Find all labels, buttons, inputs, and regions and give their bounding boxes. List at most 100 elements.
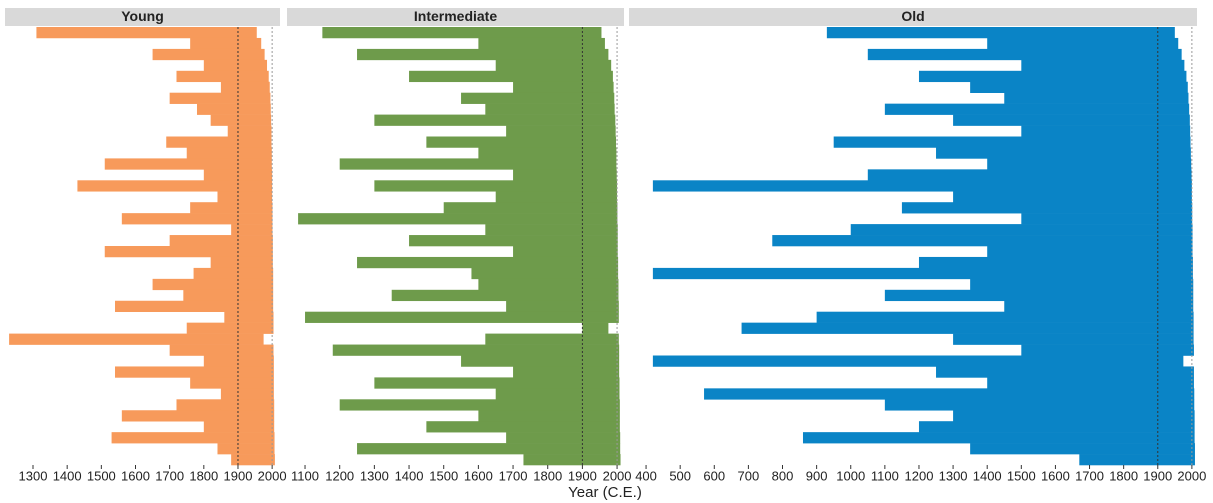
range-bar xyxy=(884,289,1194,302)
range-bar xyxy=(152,278,274,291)
range-bar xyxy=(104,158,272,170)
range-bar xyxy=(217,443,275,455)
range-bar xyxy=(826,27,1175,39)
x-tick-label: 800 xyxy=(772,468,794,483)
range-bar xyxy=(936,147,1191,159)
range-bar xyxy=(987,158,1192,170)
range-bar xyxy=(506,300,619,312)
range-bar xyxy=(513,81,614,93)
range-bar xyxy=(183,289,274,302)
range-bar xyxy=(1004,300,1194,312)
range-bar xyxy=(495,191,618,203)
x-tick-label: 1300 xyxy=(939,468,968,483)
range-bar xyxy=(203,421,275,433)
x-tick-label: 1300 xyxy=(360,468,389,483)
range-bar xyxy=(936,366,1194,378)
x-tick-label: 2000 xyxy=(258,468,287,483)
range-bar xyxy=(169,92,271,104)
range-bar xyxy=(357,48,609,61)
range-bar xyxy=(478,147,617,159)
range-bar xyxy=(523,454,621,466)
range-bar xyxy=(186,322,274,334)
range-bar xyxy=(190,377,274,389)
range-bar xyxy=(190,37,262,50)
range-bar xyxy=(970,443,1195,455)
range-bar xyxy=(1021,125,1191,137)
x-tick-label: 2000 xyxy=(1177,468,1206,483)
range-bar xyxy=(850,224,1193,236)
range-bar xyxy=(357,443,621,455)
range-bar xyxy=(1004,92,1189,104)
range-bar xyxy=(9,333,264,345)
range-bar xyxy=(772,235,1193,247)
range-bar xyxy=(217,191,273,203)
x-tick-label: 1400 xyxy=(53,468,82,483)
range-bar xyxy=(987,377,1194,389)
range-bar xyxy=(884,103,1190,115)
range-bar xyxy=(409,235,618,247)
x-tick-label: 700 xyxy=(738,468,760,483)
range-bar xyxy=(987,37,1179,50)
x-tick-label: 1700 xyxy=(1075,468,1104,483)
x-tick-label: 1700 xyxy=(155,468,184,483)
range-bar xyxy=(478,410,620,422)
range-bar xyxy=(652,267,1193,280)
range-bar xyxy=(652,180,1192,192)
range-bar xyxy=(485,224,618,236)
range-bar xyxy=(1079,454,1195,466)
range-bar xyxy=(953,191,1192,203)
range-bar xyxy=(104,246,273,258)
range-bar xyxy=(802,432,1195,444)
range-bar xyxy=(867,169,1192,181)
range-bar xyxy=(1021,213,1193,225)
range-bar xyxy=(495,59,612,72)
range-bar xyxy=(485,333,619,345)
range-bar xyxy=(203,59,268,72)
range-bar xyxy=(224,311,274,323)
range-bar xyxy=(704,388,1195,400)
range-bar xyxy=(953,410,1195,422)
range-bar xyxy=(166,136,272,148)
x-tick-label: 1600 xyxy=(464,468,493,483)
range-bar xyxy=(918,70,1187,83)
x-tick-label: 900 xyxy=(806,468,828,483)
x-tick-label: 1400 xyxy=(395,468,424,483)
range-bar xyxy=(203,355,274,367)
range-bar xyxy=(111,432,275,444)
range-bar xyxy=(332,344,620,356)
range-bar xyxy=(513,366,620,378)
range-bar xyxy=(867,48,1182,61)
range-bar xyxy=(322,27,602,39)
range-bar xyxy=(485,103,615,115)
x-tick-label: 1700 xyxy=(499,468,528,483)
strip-background xyxy=(629,8,1197,26)
x-tick-label: 1100 xyxy=(291,468,319,483)
range-bar xyxy=(987,246,1193,258)
range-bar xyxy=(339,399,620,411)
strip-background xyxy=(287,8,624,26)
range-bar xyxy=(210,256,273,269)
x-tick-label: 1600 xyxy=(121,468,150,483)
range-bar xyxy=(953,333,1194,345)
range-bar xyxy=(169,235,273,247)
range-bar xyxy=(36,27,257,39)
range-bar xyxy=(1021,59,1185,72)
range-bar xyxy=(741,322,1194,334)
range-bar xyxy=(506,432,621,444)
range-bar xyxy=(357,256,619,269)
range-bar xyxy=(652,355,1184,367)
range-bar xyxy=(227,125,272,137)
range-bar xyxy=(176,399,275,411)
range-bar xyxy=(918,256,1193,269)
range-bar xyxy=(953,114,1190,126)
range-bar xyxy=(121,213,273,225)
range-bar xyxy=(884,399,1195,411)
range-bar xyxy=(339,158,617,170)
panel-title: Young xyxy=(121,8,164,24)
range-bar xyxy=(1021,344,1194,356)
x-tick-label: 1200 xyxy=(325,468,354,483)
range-bar xyxy=(115,366,274,378)
range-bar xyxy=(495,388,620,400)
x-tick-label: 1100 xyxy=(871,468,899,483)
